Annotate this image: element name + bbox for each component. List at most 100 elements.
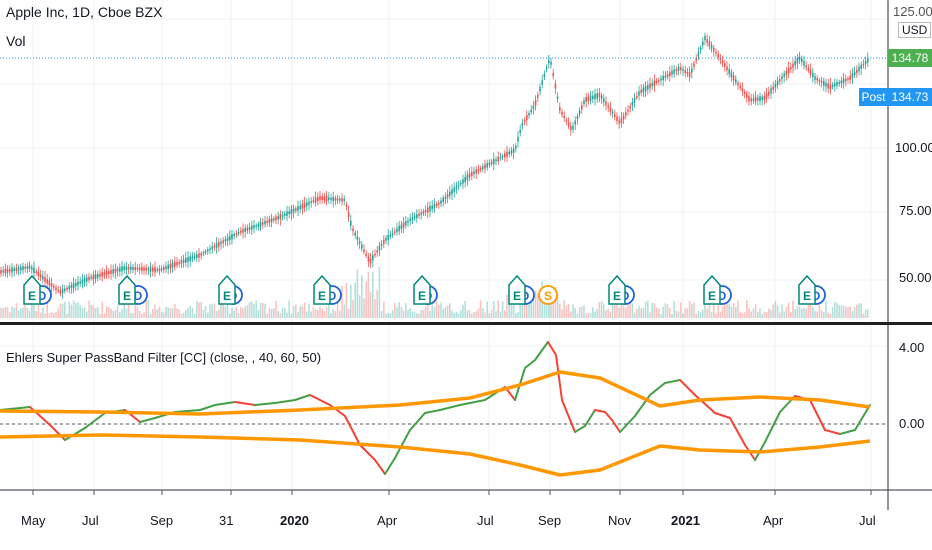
candle <box>644 85 647 92</box>
dividend-marker-letter: D <box>134 289 143 303</box>
candle <box>730 72 733 77</box>
candle <box>688 72 691 78</box>
volume-bar <box>365 281 367 318</box>
candle <box>851 73 854 78</box>
candle <box>167 264 169 270</box>
candle <box>378 245 381 251</box>
event-markers[interactable]: DEDEDEDEDEDEDEDEDES <box>23 274 826 305</box>
earnings-marker[interactable]: E <box>798 274 816 305</box>
time-axis-label: 31 <box>219 513 234 528</box>
volume-bar <box>86 311 88 318</box>
candle <box>798 56 801 61</box>
earnings-marker[interactable]: E <box>313 274 331 305</box>
volume-label[interactable]: Vol <box>6 33 26 49</box>
volume-bar <box>596 308 598 318</box>
candle <box>464 176 466 183</box>
volume-bar <box>743 312 746 318</box>
candle <box>336 198 339 201</box>
volume-bar <box>721 306 724 318</box>
candle <box>356 236 359 241</box>
volume-bar <box>534 290 537 318</box>
candle <box>418 213 420 217</box>
earnings-marker[interactable]: E <box>23 274 41 305</box>
candle <box>152 267 154 272</box>
candle <box>400 224 403 230</box>
volume-bar <box>792 300 794 318</box>
volume-bar <box>567 303 570 318</box>
candle <box>519 130 521 133</box>
volume-bar <box>123 302 125 318</box>
candle <box>812 73 814 77</box>
split-marker[interactable]: S <box>538 285 558 305</box>
volume-bar <box>334 310 337 318</box>
candle <box>215 243 218 248</box>
candle <box>279 214 282 220</box>
candle <box>631 101 634 106</box>
candle <box>479 167 482 171</box>
volume-bar <box>99 313 101 318</box>
volume-bar <box>488 313 491 318</box>
candle <box>805 65 807 68</box>
volume-bar <box>484 312 486 318</box>
candle <box>94 273 97 279</box>
volume-bar <box>477 308 480 318</box>
candle <box>594 93 596 100</box>
price-tick: 75.00 <box>899 203 932 218</box>
candle <box>552 73 554 77</box>
volume-bar <box>202 309 205 318</box>
candle <box>358 241 361 244</box>
earnings-marker[interactable]: E <box>508 274 526 305</box>
candle <box>735 79 737 83</box>
volume-bar <box>209 304 211 318</box>
candle <box>746 93 748 98</box>
volume-bar <box>420 310 422 318</box>
volume-bar <box>532 291 535 318</box>
candle <box>75 283 77 287</box>
earnings-marker[interactable]: E <box>608 274 626 305</box>
candle <box>246 227 249 231</box>
candle <box>9 269 11 272</box>
volume-bar <box>343 304 345 318</box>
candle <box>169 263 172 269</box>
candle <box>354 232 356 236</box>
candle <box>433 204 436 209</box>
post-market-label[interactable]: Post <box>859 88 888 106</box>
post-market-price[interactable]: 134.73 <box>888 88 932 106</box>
chart-title[interactable]: Apple Inc, 1D, Cboe BZX <box>6 4 163 20</box>
volume-bar <box>306 311 308 318</box>
earnings-marker-shape <box>703 274 721 305</box>
volume-bar <box>435 301 438 318</box>
volume-bar <box>37 300 40 318</box>
volume-bar <box>90 304 92 318</box>
indicator-title[interactable]: Ehlers Super PassBand Filter [CC] (close… <box>6 350 322 365</box>
earnings-marker-letter: E <box>223 289 231 303</box>
volume-bar <box>242 308 244 318</box>
volume-bar <box>299 306 301 318</box>
candle <box>39 274 42 278</box>
volume-bar <box>158 306 161 318</box>
earnings-marker[interactable]: E <box>218 274 236 305</box>
candle <box>741 88 744 92</box>
candle <box>396 228 398 233</box>
candle <box>836 82 838 86</box>
candle <box>858 66 860 72</box>
currency-label[interactable]: USD <box>898 22 932 38</box>
earnings-marker[interactable]: E <box>413 274 431 305</box>
candle <box>664 75 667 78</box>
candle <box>180 260 183 264</box>
earnings-marker-shape <box>798 274 816 305</box>
candle <box>13 268 15 271</box>
earnings-marker[interactable]: E <box>118 274 136 305</box>
candle <box>268 218 271 223</box>
volume-bar <box>275 300 277 318</box>
candle <box>116 268 119 272</box>
volume-bar <box>244 306 246 318</box>
volume-bar <box>462 304 464 318</box>
pane-separator[interactable] <box>0 322 932 325</box>
candle <box>226 237 229 242</box>
last-price-tag[interactable]: 134.78 <box>888 49 932 67</box>
earnings-marker[interactable]: E <box>703 274 721 305</box>
volume-bar <box>354 282 356 318</box>
candle <box>732 75 735 81</box>
